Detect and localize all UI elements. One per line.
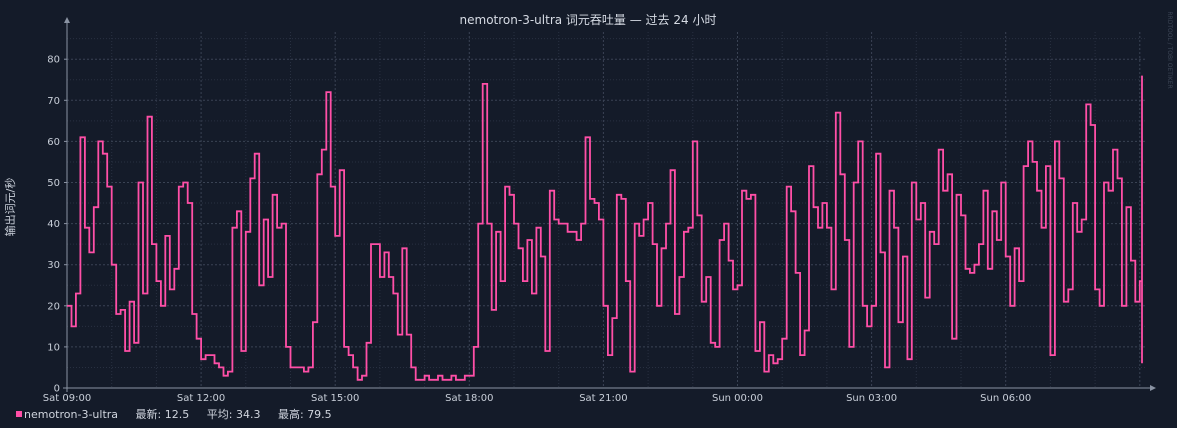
x-tick-label: Sat 18:00 — [445, 393, 493, 404]
y-tick-label: 40 — [47, 219, 60, 230]
axes — [63, 17, 1156, 392]
legend-avg-label: 平均: — [206, 408, 233, 421]
y-tick-label: 0 — [54, 384, 60, 395]
legend-series-name: nemotron-3-ultra — [24, 408, 119, 421]
x-tick-label: Sun 06:00 — [980, 393, 1031, 404]
y-axis-arrow — [64, 17, 70, 23]
legend-latest-label: 最新: — [135, 408, 162, 421]
y-tick-label: 60 — [47, 137, 60, 148]
y-tick-label: 20 — [47, 301, 60, 312]
x-axis-arrow — [1150, 385, 1156, 391]
chart-title: nemotron-3-ultra 词元吞吐量 — 过去 24 小时 — [460, 13, 717, 27]
x-tick-label: Sat 15:00 — [311, 393, 359, 404]
x-tick-label: Sun 03:00 — [846, 393, 897, 404]
x-tick-label: Sat 21:00 — [579, 393, 627, 404]
series-layer — [67, 75, 1143, 381]
x-tick-label: Sat 09:00 — [43, 393, 91, 404]
y-tick-label: 10 — [47, 342, 60, 353]
y-tick-label: 70 — [47, 96, 60, 107]
legend-avg-value: 34.3 — [235, 408, 261, 421]
legend-max-label: 最高: — [277, 408, 304, 421]
legend-swatch — [16, 411, 22, 417]
x-tick-label: Sat 12:00 — [177, 393, 225, 404]
legend: nemotron-3-ultra 最新: 12.5 平均: 34.3 最高: 7… — [16, 406, 332, 422]
legend-latest-value: 12.5 — [164, 408, 190, 421]
tick-labels: 0 10 20 30 40 50 60 70 80 Sat 09:00 Sat 12:00 Sat 1… — [43, 55, 1031, 404]
y-tick-label: 50 — [47, 178, 60, 189]
y-tick-label: 30 — [47, 260, 60, 271]
series-line — [67, 75, 1143, 381]
x-tick-label: Sun 00:00 — [712, 393, 763, 404]
y-tick-label: 80 — [47, 55, 60, 66]
legend-max-value: 79.5 — [307, 408, 332, 421]
watermark: RRDTOOL / TOBI OETIKER — [1166, 11, 1173, 88]
y-axis-label: 输出词元/秒 — [3, 178, 17, 237]
